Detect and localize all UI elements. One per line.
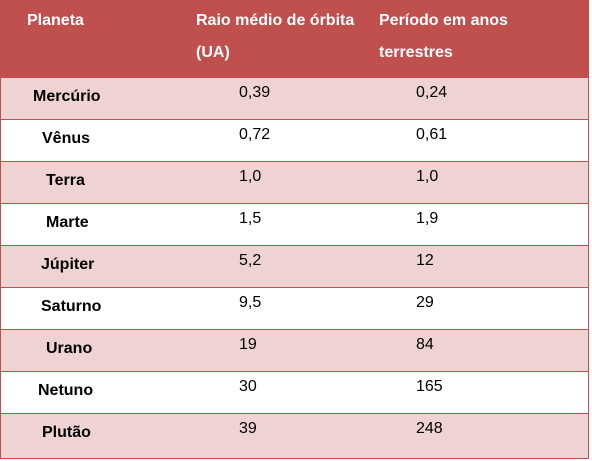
orbit-radius: 1,5 — [239, 210, 262, 227]
header-planet: Planeta — [27, 12, 84, 29]
orbit-period: 0,61 — [416, 126, 448, 143]
header-period-line1: Período em anos — [379, 12, 508, 29]
table-row: Plutão 39 248 — [1, 413, 588, 458]
orbit-radius: 19 — [239, 336, 257, 353]
table-row: Saturno 9,5 29 — [1, 287, 588, 329]
orbit-radius: 1,0 — [239, 168, 262, 185]
header-radius-line1: Raio médio de órbita — [196, 12, 355, 29]
orbit-period: 1,0 — [416, 168, 439, 185]
table-row: Terra 1,0 1,0 — [1, 161, 588, 203]
orbit-period: 84 — [416, 336, 434, 353]
table-row: Netuno 30 165 — [1, 371, 588, 413]
orbit-radius: 0,39 — [239, 84, 271, 101]
orbit-period: 1,9 — [416, 210, 439, 227]
planet-name: Urano — [46, 340, 93, 357]
orbit-radius: 39 — [239, 420, 257, 437]
table-row: Júpiter 5,2 12 — [1, 245, 588, 287]
orbit-period: 248 — [416, 420, 443, 437]
planet-name: Plutão — [42, 424, 91, 441]
orbit-radius: 9,5 — [239, 294, 262, 311]
planet-name: Júpiter — [41, 256, 95, 273]
orbit-radius: 0,72 — [239, 126, 271, 143]
table-row: Mercúrio 0,39 0,24 — [1, 77, 588, 119]
header-radius-line2: (UA) — [196, 44, 230, 61]
table-row: Marte 1,5 1,9 — [1, 203, 588, 245]
planet-name: Saturno — [41, 298, 102, 315]
orbit-period: 29 — [416, 294, 434, 311]
planet-name: Vênus — [42, 130, 91, 147]
header-period-line2: terrestres — [379, 44, 453, 61]
table-row: Urano 19 84 — [1, 329, 588, 371]
planet-name: Netuno — [38, 382, 94, 399]
planet-name: Terra — [46, 172, 85, 189]
orbit-period: 0,24 — [416, 84, 448, 101]
orbit-period: 12 — [416, 252, 434, 269]
orbit-radius: 5,2 — [239, 252, 262, 269]
planet-name: Mercúrio — [33, 88, 101, 105]
orbit-period: 165 — [416, 378, 443, 395]
planet-name: Marte — [46, 214, 89, 231]
header-radius: Raio médio de órbita (UA) — [196, 5, 354, 69]
table-header: Planeta Raio médio de órbita (UA) Períod… — [1, 1, 588, 77]
orbit-radius: 30 — [239, 378, 257, 395]
header-period: Período em anos terrestres — [379, 5, 508, 69]
table-row: Vênus 0,72 0,61 — [1, 119, 588, 161]
